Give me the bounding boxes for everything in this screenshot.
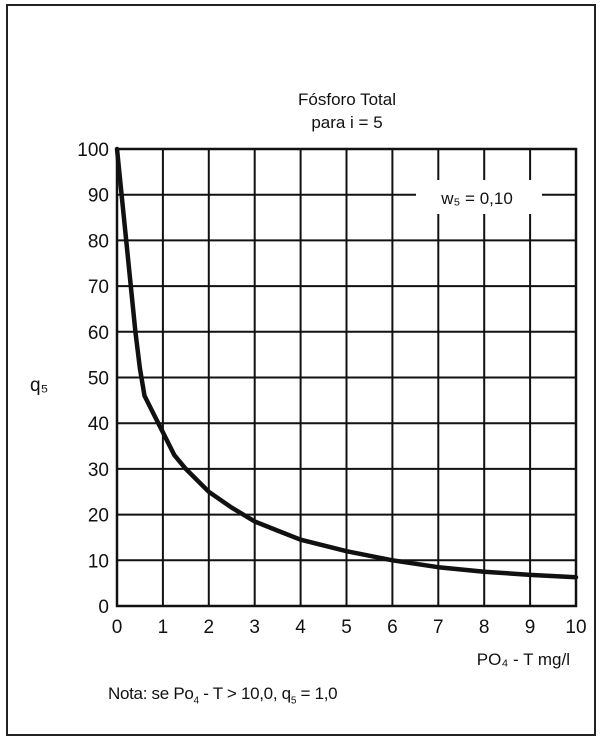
note: Nota: se Po4 - T > 10,0, q5 = 1,0 xyxy=(108,684,338,707)
x-tick-label-10: 10 xyxy=(565,617,586,638)
x-tick-label-3: 3 xyxy=(249,617,260,638)
note-suffix: = 1,0 xyxy=(296,684,338,703)
x-tick-label-8: 8 xyxy=(479,617,490,638)
series-line xyxy=(114,146,579,580)
x-tick-label-7: 7 xyxy=(433,617,444,638)
grid xyxy=(116,148,577,607)
x-tick-label-4: 4 xyxy=(295,617,306,638)
annotation-label: w₅ = 0,10 xyxy=(440,189,513,208)
x-tick-label-1: 1 xyxy=(158,617,169,638)
plot-border xyxy=(115,147,578,608)
figure-frame xyxy=(6,4,596,736)
note-middle: - T > 10,0, q xyxy=(198,684,291,703)
x-tick-label-2: 2 xyxy=(204,617,215,638)
y-tick-label-5: 50 xyxy=(88,369,109,390)
x-tick-label-0: 0 xyxy=(112,617,123,638)
y-tick-label-6: 60 xyxy=(88,323,109,344)
note-prefix: Nota: se Po xyxy=(108,684,194,703)
y-tick-label-4: 40 xyxy=(88,414,109,435)
y-tick-label-0: 0 xyxy=(98,597,109,618)
y-tick-labels: 0 10 20 30 40 50 60 70 80 90 100 xyxy=(77,140,109,618)
note-sub1: 4 xyxy=(193,695,200,707)
y-tick-label-3: 30 xyxy=(88,460,109,481)
x-tick-labels: 0 1 2 3 4 5 6 7 8 9 10 xyxy=(112,617,587,638)
y-axis-label: q₅ xyxy=(30,375,48,396)
y-tick-label-9: 90 xyxy=(88,186,109,207)
y-tick-label-2: 20 xyxy=(88,506,109,527)
chart-title: Fósforo Total xyxy=(298,90,396,109)
note-sub2: 5 xyxy=(290,695,297,707)
x-tick-label-5: 5 xyxy=(341,617,352,638)
x-tick-label-6: 6 xyxy=(387,617,398,638)
y-tick-label-8: 80 xyxy=(88,231,109,252)
y-tick-label-1: 10 xyxy=(88,551,109,572)
x-tick-label-9: 9 xyxy=(525,617,536,638)
chart-subtitle: para i = 5 xyxy=(311,113,382,132)
y-tick-label-10: 100 xyxy=(77,140,109,161)
y-tick-label-7: 70 xyxy=(88,277,109,298)
annotation-box xyxy=(416,180,542,214)
x-axis-label: PO₄ - T mg/l xyxy=(477,650,570,669)
